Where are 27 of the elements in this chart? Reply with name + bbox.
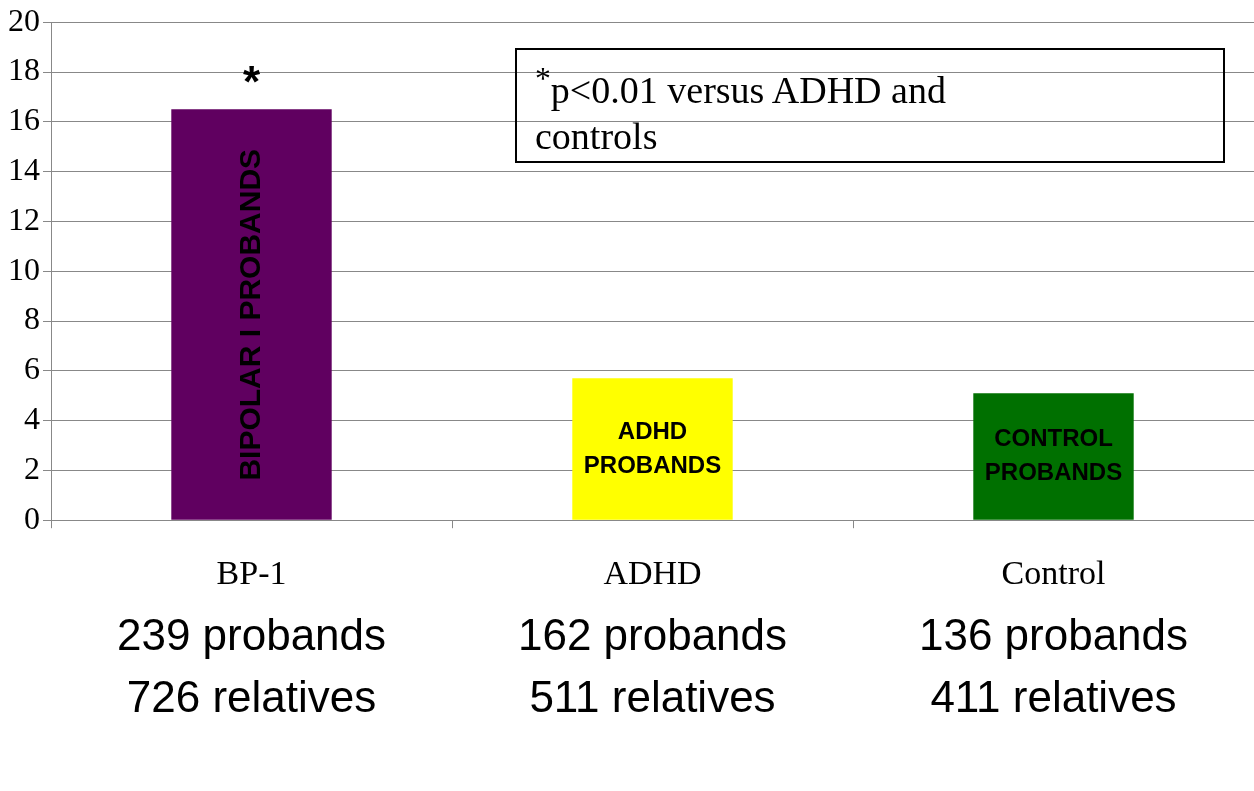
y-tick-label: 20 [8,1,40,38]
annotation: CONTROL PROBANDS [984,424,1123,486]
text: 162 probands [517,610,788,660]
y-tick-label: 4 [24,400,40,437]
y-tick-label: 14 [8,151,40,188]
y-tick-label: 18 [8,51,40,88]
text: 239 probands [116,610,387,660]
y-tick-label: 12 [8,200,40,237]
annotation: ADHD PROBANDS [583,416,722,478]
y-tick-label: 8 [24,300,40,337]
x-tick-label: Control [1001,553,1106,591]
y-tick-label: 10 [8,250,40,287]
annotation: $^{*}$p<0.01 versus ADHD and controls [515,48,1225,163]
text: 726 relatives [126,672,377,722]
annotation: BIPOLAR I PROBANDS [232,148,266,481]
text: 136 probands [918,610,1189,660]
y-tick-label: 6 [24,350,40,387]
annotation: * [242,57,261,107]
x-tick-label: ADHD [603,553,702,591]
y-tick-label: 2 [24,449,40,486]
text: 511 relatives [529,672,776,722]
x-tick-label: BP-1 [216,553,287,591]
bar [572,378,733,520]
y-tick-label: 0 [24,499,40,536]
bar [171,109,332,520]
y-tick-label: 16 [8,101,40,138]
text: 411 relatives [930,672,1177,722]
